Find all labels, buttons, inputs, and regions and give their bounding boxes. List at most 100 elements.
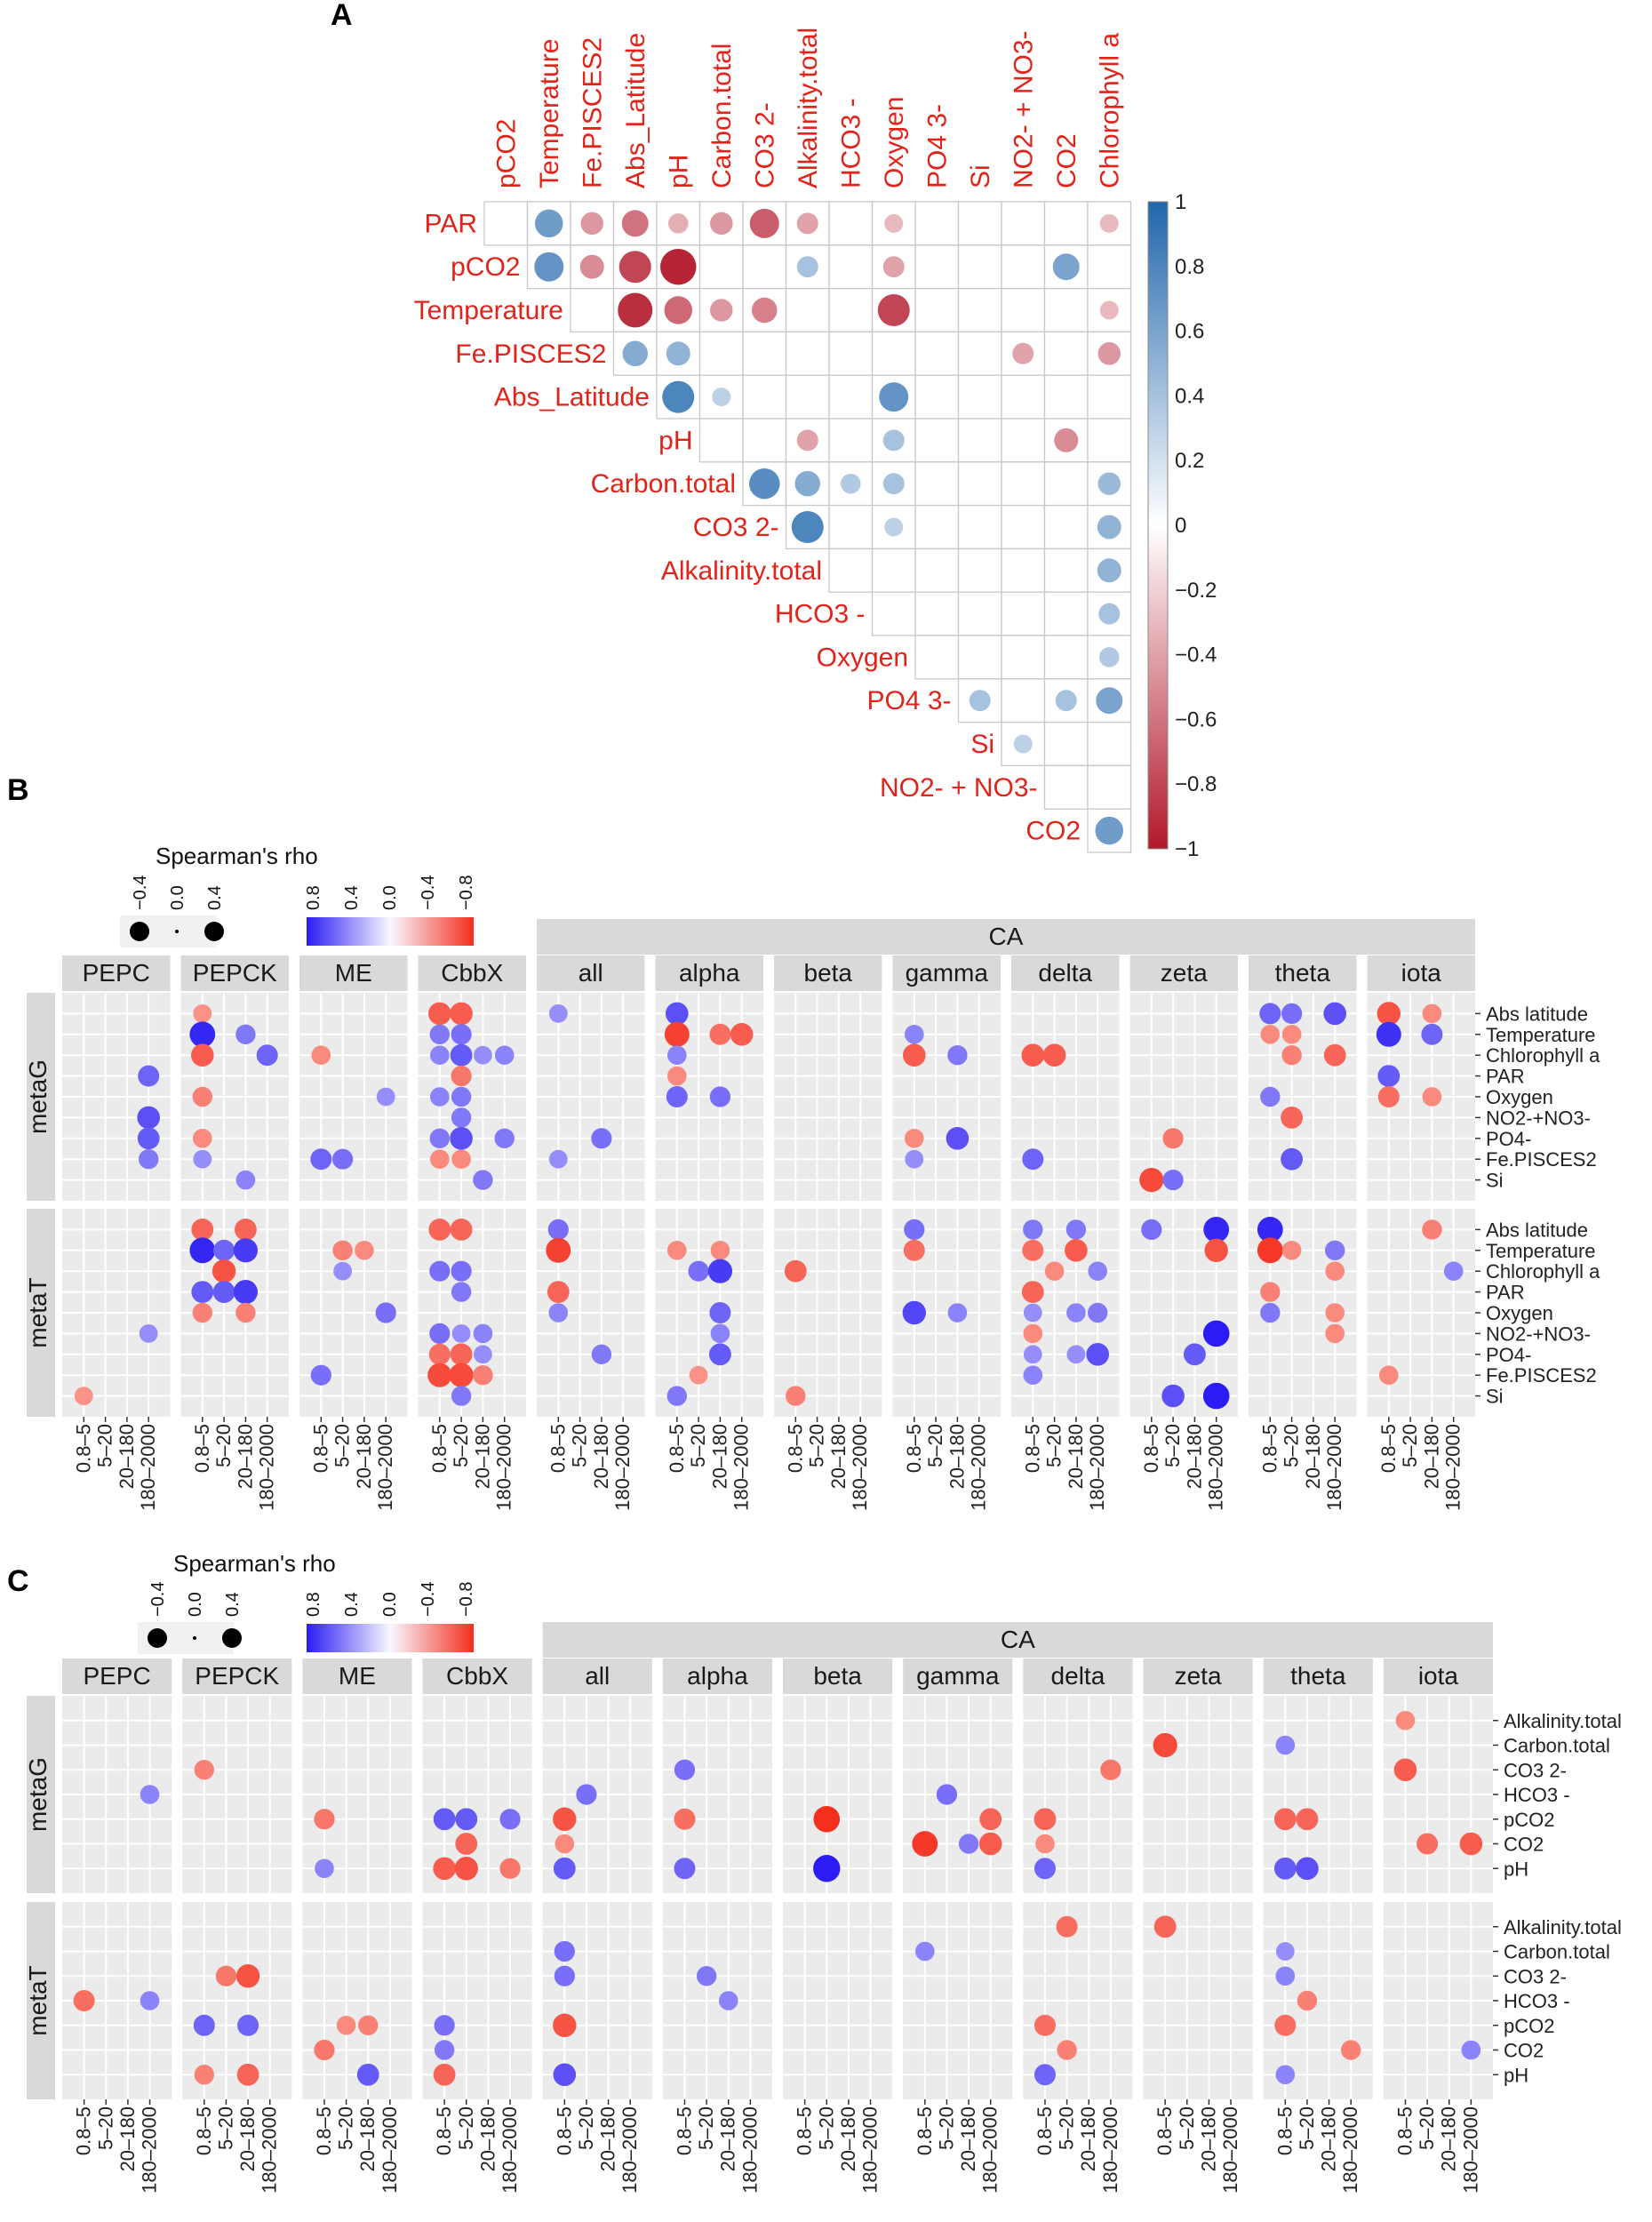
facet-strip-label: theta [1290,1662,1346,1690]
color-legend-tick: −0.4 [419,875,438,910]
data-point [1088,1302,1108,1323]
legend-title: Spearman's rho [156,843,318,869]
data-point [73,1990,95,2011]
matrix-cell [914,418,960,463]
data-point [1296,1808,1319,1831]
data-point [189,1237,216,1264]
color-legend-tick: −0.4 [419,1582,438,1617]
x-category-label: 180–2000 [1219,2106,1241,2194]
data-point [1162,1128,1184,1149]
colorbar-tick-label: 0.6 [1175,320,1204,344]
x-category-label: 5–20 [94,2106,116,2150]
data-point [696,1966,717,1986]
matrix-row-label: Carbon.total [591,469,736,499]
y-category-label: Carbon.total [1504,1941,1610,1963]
data-point [553,2013,577,2037]
data-point [1056,1915,1078,1938]
data-point [813,1855,841,1882]
matrix-row-label: Oxygen [817,643,908,672]
x-category-label: 5–20 [212,1424,235,1467]
data-point [555,1834,575,1854]
correlation-circle [1099,300,1119,320]
facet-strip-label: zeta [1175,1662,1222,1690]
matrix-cell [1043,201,1089,246]
facet-strip-label: CbbX [446,1662,508,1690]
data-point [310,1364,331,1386]
matrix-cell [742,418,787,463]
data-point [233,1280,258,1305]
x-category-label: 20–180 [116,2106,139,2171]
correlation-circle [879,382,909,412]
data-point [813,1805,841,1833]
data-point [355,1241,374,1260]
x-category-label: 20–180 [708,1424,730,1489]
x-category-label: 20–180 [234,1424,256,1489]
matrix-cell [1087,287,1132,333]
data-point [451,1260,472,1282]
correlation-circle [1052,253,1080,281]
size-legend-dot [130,922,149,941]
matrix-cell [1043,764,1089,810]
matrix-row-label: Abs_Latitude [494,383,650,412]
data-point [1204,1238,1228,1263]
data-point [74,1387,93,1405]
matrix-cell [871,201,916,246]
x-category-label: 180–2000 [1459,2106,1481,2194]
matrix-col-label: Temperature [535,39,564,188]
y-category-label: Oxygen [1486,1302,1553,1324]
data-point [730,1023,754,1046]
correlation-circle [534,252,564,282]
facet-strip [422,1659,532,1694]
row-strip [27,1696,55,1893]
x-category-label: 0.8–5 [313,2106,335,2155]
x-category-label: 0.8–5 [1153,2106,1176,2155]
row-strip [27,993,55,1201]
data-point [140,1991,160,2010]
facet-strip-label: all [579,959,603,987]
x-category-label: 180–2000 [1442,1424,1464,1511]
x-category-label: 180–2000 [1086,1424,1108,1511]
facet-strip-label: delta [1051,1662,1105,1690]
data-point [1066,1345,1086,1364]
x-category-label: 5–20 [214,2106,236,2150]
data-point [1281,1107,1303,1129]
color-legend-tick: −0.8 [457,1582,476,1617]
data-point [310,1148,332,1171]
data-point [494,1128,515,1149]
data-point [667,1045,687,1065]
data-point [1023,1345,1042,1364]
data-point [553,2063,577,2087]
data-point [1422,1219,1442,1240]
matrix-row-label: Fe.PISCES2 [455,340,606,369]
matrix-row-label: PO4 3- [866,686,951,715]
matrix-cell [1087,764,1132,810]
x-category-label: 0.8–5 [666,1424,688,1473]
data-point [434,2015,455,2036]
matrix-col-label: NO2- + NO3- [1009,30,1038,188]
data-point [430,1087,450,1107]
x-category-label: 0.8–5 [794,2106,816,2155]
data-point [1023,1323,1043,1344]
matrix-row-label: pH [658,426,692,455]
data-point [314,2039,335,2061]
matrix-cell [914,548,960,593]
matrix-row-label: CO3 2- [693,513,779,542]
data-point [1022,1148,1044,1171]
data-point [191,1219,214,1241]
matrix-cell [828,374,874,420]
data-point [1023,1303,1042,1323]
data-point [332,1148,354,1170]
x-category-label: 20–180 [1197,2106,1219,2171]
facet-strip [62,955,171,991]
x-category-label: 180–2000 [137,1424,159,1511]
facet-strip [180,955,289,991]
data-point [1257,1217,1283,1243]
data-point [311,1045,331,1065]
correlation-circle [791,511,824,543]
x-category-label: 180–2000 [499,2106,521,2194]
data-point [451,1386,472,1406]
data-point [547,1281,570,1303]
data-point [455,1833,478,1855]
x-category-label: 0.8–5 [1273,2106,1296,2155]
correlation-circle [877,294,910,326]
